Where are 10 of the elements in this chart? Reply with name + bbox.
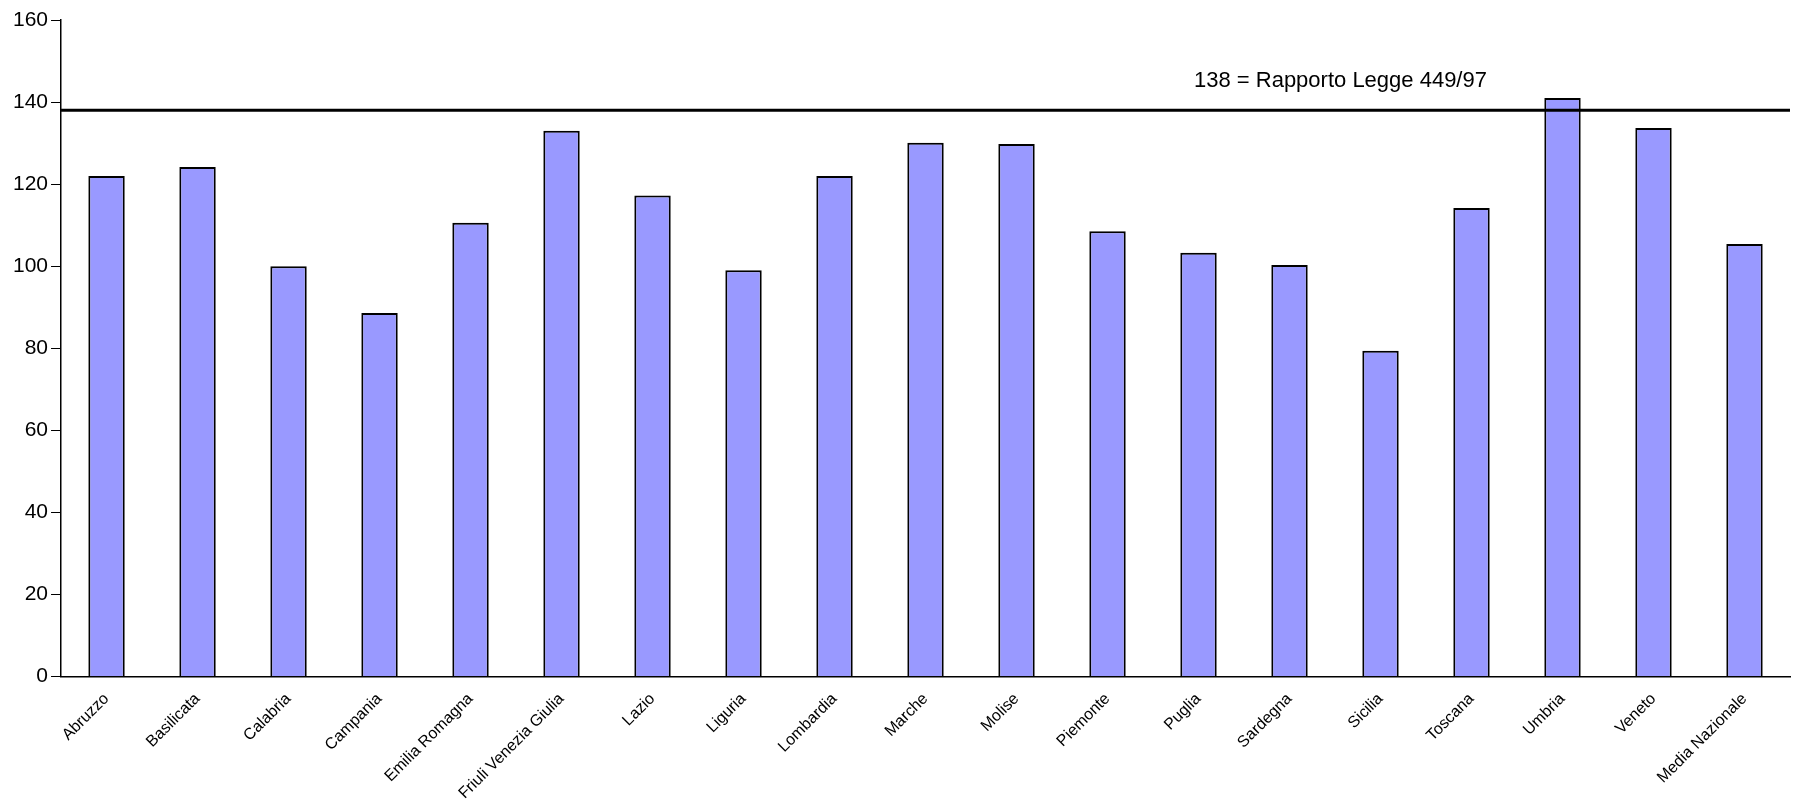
y-tick-label: 160 bbox=[12, 6, 49, 30]
ref-line-label: 138 = Rapporto Legge 449/97 bbox=[1193, 67, 1487, 93]
y-tick-label: 20 bbox=[24, 581, 49, 605]
y-tick-label: 40 bbox=[24, 499, 49, 523]
y-tick-label: 100 bbox=[12, 252, 49, 276]
y-tick-label: 80 bbox=[24, 335, 49, 359]
y-tick-label: 60 bbox=[24, 417, 49, 441]
y-tick-label: 120 bbox=[12, 170, 49, 194]
y-tick-label: 140 bbox=[12, 88, 49, 112]
y-tick-label: 0 bbox=[36, 663, 49, 687]
